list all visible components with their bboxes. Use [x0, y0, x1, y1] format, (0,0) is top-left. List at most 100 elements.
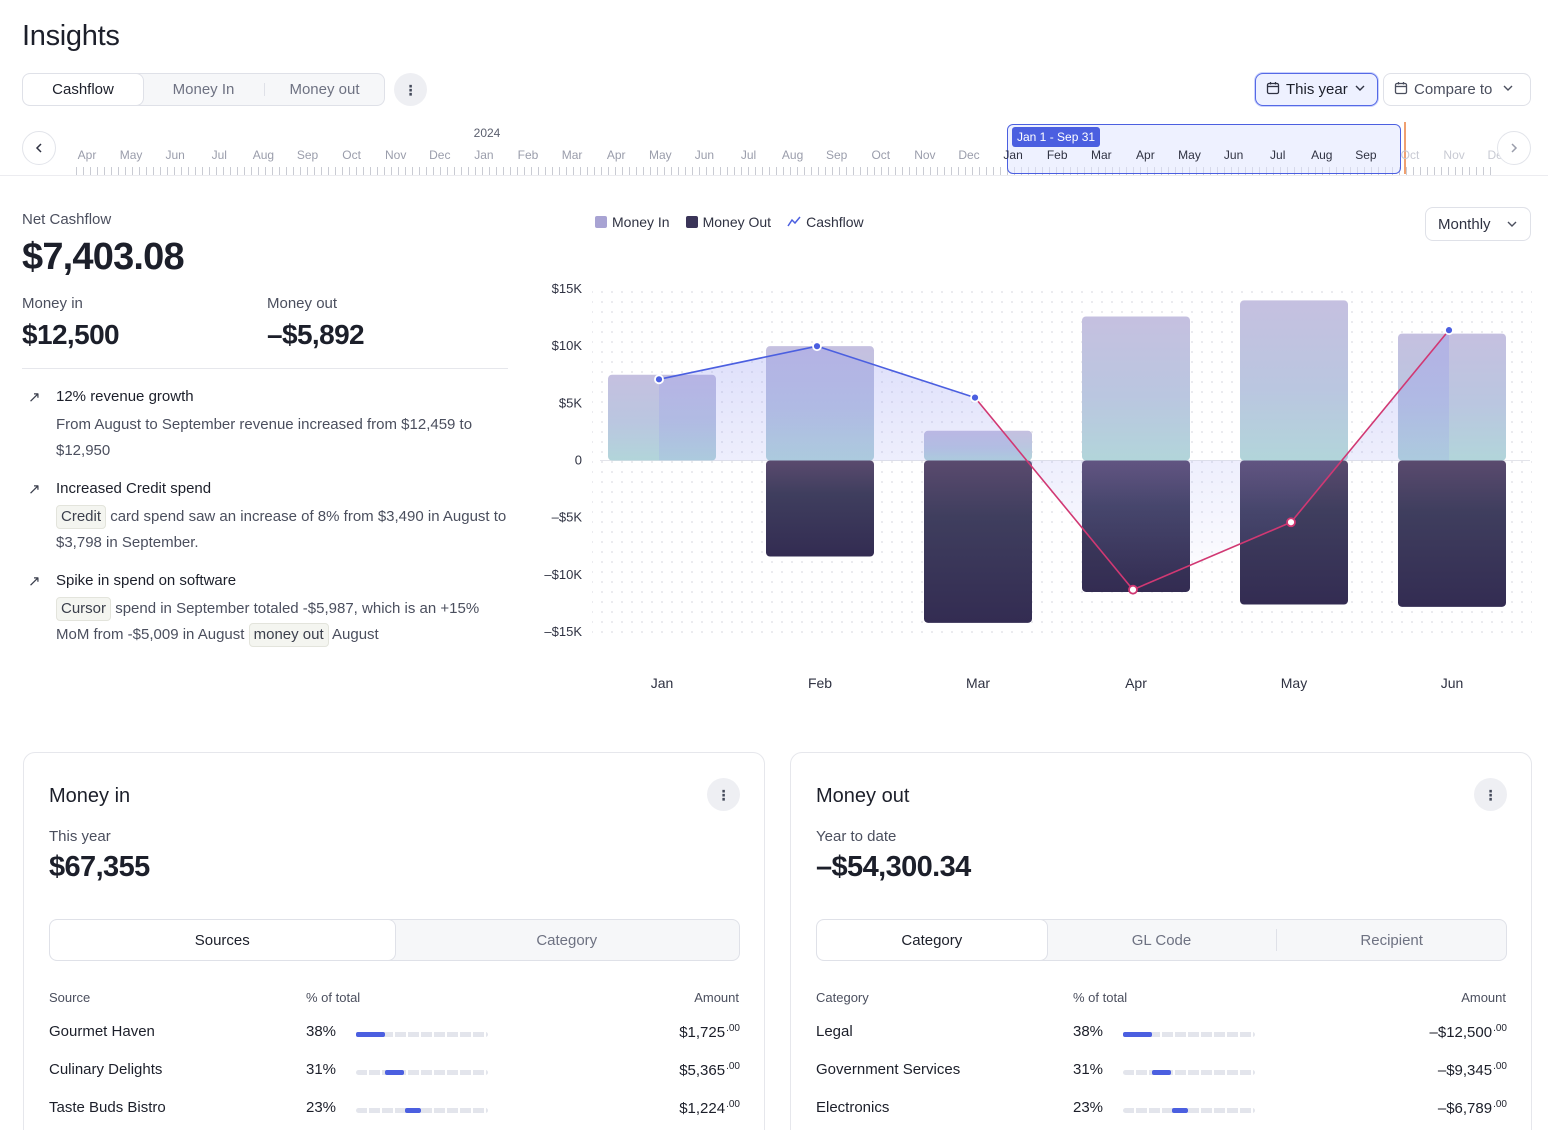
table-row[interactable]: Culinary Delights 31% $5,365.00 [49, 1061, 740, 1085]
tab-money-in[interactable]: Money In [172, 81, 235, 98]
timeline-month[interactable]: Oct [342, 148, 361, 162]
amount-main: $1,224 [679, 1100, 726, 1117]
timeline-month[interactable]: Jun [694, 148, 715, 162]
arrow-up-right-icon: ↗ [28, 481, 41, 498]
insight-description: Credit card spend saw an increase of 8% … [56, 504, 508, 556]
timeline-month[interactable]: May [119, 148, 143, 162]
timeline-month[interactable]: Jul [1270, 148, 1286, 162]
card-total: $67,355 [49, 851, 150, 883]
bar-money-in [1240, 300, 1348, 461]
chevron-down-icon [1502, 81, 1514, 98]
insight-item: ↗ Spike in spend on software Cursor spen… [22, 572, 512, 648]
timeline-month[interactable]: Nov [385, 148, 407, 162]
calendar-icon [1394, 81, 1408, 99]
timeline-month[interactable]: May [1178, 148, 1201, 162]
insight-text: spend in September totaled -$5,987, whic… [56, 600, 480, 643]
timeline-month[interactable]: May [648, 148, 672, 162]
timeline-month[interactable]: Sep [826, 148, 848, 162]
tab-sources[interactable]: Sources [50, 920, 395, 960]
column-header-percent: % of total [1073, 990, 1128, 1005]
legend-item-money-out[interactable]: Money Out [685, 214, 772, 230]
legend-item-cashflow[interactable]: Cashflow [787, 214, 864, 230]
cashflow-point [1444, 325, 1454, 336]
date-range-timeline[interactable]: Jan 1 - Sep 31 2024 Apr May Jun Jul Aug Sep Oc… [0, 118, 1548, 176]
compare-to-button[interactable]: Compare to [1383, 73, 1531, 106]
percent-bar [1123, 1108, 1255, 1113]
money-out-value: –$5,892 [267, 319, 365, 350]
more-options-button[interactable]: ⋮ [707, 778, 740, 811]
period-select-button[interactable]: This year [1255, 73, 1378, 106]
timeline-month[interactable]: Nov [1443, 148, 1465, 162]
timeline-month[interactable]: Apr [1136, 148, 1155, 162]
timeline-month[interactable]: Dec [429, 148, 451, 162]
timeline-month[interactable]: Jun [165, 148, 185, 162]
row-percent: 23% [1073, 1099, 1104, 1116]
timeline-month[interactable]: Jan [474, 148, 494, 162]
timeline-month[interactable]: Nov [914, 148, 936, 162]
timeline-month[interactable]: Apr [77, 148, 97, 162]
tab-cashflow[interactable]: Cashflow [23, 74, 143, 105]
legend-swatch [685, 216, 698, 228]
y-tick-label: –$15K [544, 624, 582, 639]
legend-label: Money Out [702, 214, 772, 230]
percent-bar [356, 1108, 488, 1113]
timeline-month[interactable]: Dec [958, 148, 980, 162]
timeline-month[interactable]: Apr [606, 148, 626, 162]
timeline-month[interactable]: Jul [211, 148, 227, 162]
timeline-month[interactable]: Mar [1090, 148, 1112, 162]
timeline-range-label: Jan 1 - Sep 31 [1012, 127, 1101, 147]
money-out-tabs: Category GL Code Recipient [816, 919, 1507, 961]
timeline-month[interactable]: Aug [781, 148, 804, 162]
insight-title: 12% revenue growth [56, 388, 194, 405]
row-amount: $5,365.00 [679, 1061, 740, 1079]
timeline-month[interactable]: Jul [740, 148, 757, 162]
table-row[interactable]: Government Services 31% –$9,345.00 [816, 1061, 1507, 1085]
timeline-month[interactable]: Aug [252, 148, 275, 162]
timeline-year-label: 2024 [473, 126, 501, 140]
table-row[interactable]: Legal 38% –$12,500.00 [816, 1023, 1507, 1047]
row-name: Taste Buds Bistro [49, 1099, 166, 1116]
insight-tag[interactable]: money out [248, 623, 329, 647]
tab-category[interactable]: Category [536, 931, 598, 949]
timeline-month[interactable]: Feb [517, 148, 539, 162]
insight-text: August [332, 626, 379, 643]
more-options-button[interactable]: ⋮ [1474, 778, 1507, 811]
row-name: Legal [816, 1023, 853, 1040]
table-row[interactable]: Gourmet Haven 38% $1,725.00 [49, 1023, 740, 1047]
timeline-month[interactable]: Feb [1046, 148, 1068, 162]
timeline-month[interactable]: Sep [296, 148, 319, 162]
insight-title: Increased Credit spend [56, 480, 212, 497]
timeline-month[interactable]: Oct [871, 148, 891, 162]
timeline-month[interactable]: Oct [1400, 148, 1420, 162]
table-row[interactable]: Taste Buds Bistro 23% $1,224.00 [49, 1099, 740, 1123]
timeline-month[interactable]: Aug [1311, 148, 1333, 162]
insight-tag[interactable]: Cursor [56, 597, 112, 621]
tab-gl-code[interactable]: GL Code [1131, 931, 1192, 949]
timeline-prev-button[interactable] [22, 131, 56, 165]
x-tick-label: Apr [1125, 675, 1147, 691]
more-options-button[interactable]: ⋮ [394, 73, 427, 106]
table-row[interactable]: Electronics 23% –$6,789.00 [816, 1099, 1507, 1123]
timeline-month[interactable]: Jan [1003, 148, 1023, 162]
amount-cents: .00 [1493, 1061, 1507, 1072]
timeline-month[interactable]: Sep [1355, 148, 1377, 162]
insight-tag[interactable]: Credit [56, 505, 107, 529]
timeline-month[interactable]: Mar [561, 148, 583, 162]
net-cashflow-label: Net Cashflow [22, 211, 112, 228]
column-header-category: Category [816, 990, 869, 1005]
tab-category[interactable]: Category [817, 920, 1047, 960]
legend-item-money-in[interactable]: Money In [595, 214, 670, 230]
column-header-percent: % of total [306, 990, 361, 1005]
x-tick-label: Jun [1441, 675, 1464, 691]
percent-bar-fill [385, 1070, 404, 1075]
tab-money-out[interactable]: Money out [289, 81, 360, 98]
timeline-month[interactable]: Jun [1223, 148, 1244, 162]
granularity-select[interactable]: Monthly [1425, 207, 1531, 241]
tab-recipient[interactable]: Recipient [1360, 931, 1423, 949]
cashflow-line-segment [974, 397, 1134, 591]
row-percent: 31% [306, 1061, 337, 1078]
cashflow-area [659, 330, 1449, 590]
money-out-label: Money out [267, 295, 338, 312]
timeline-next-button[interactable] [1497, 131, 1531, 165]
percent-bar [1123, 1032, 1255, 1037]
